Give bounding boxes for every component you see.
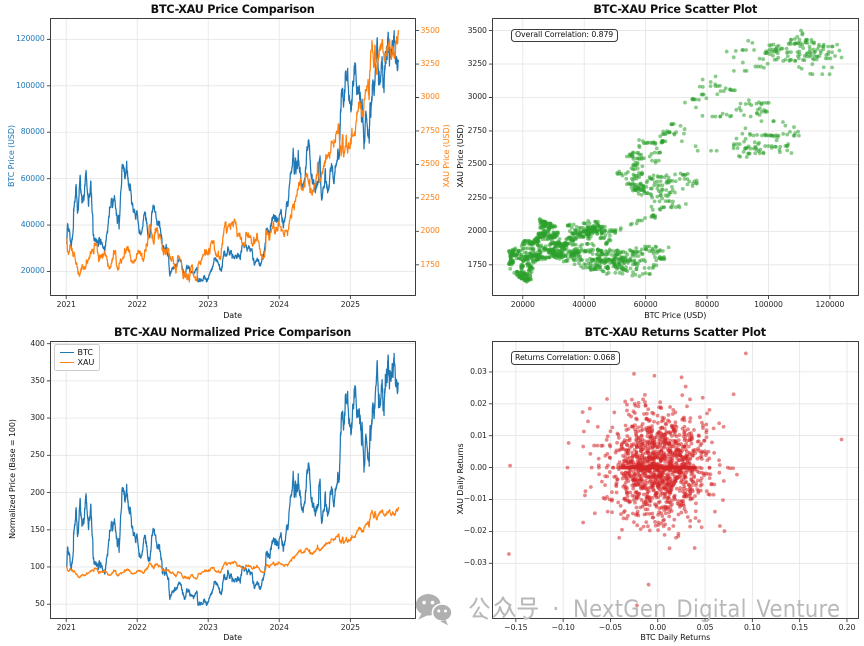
legend-label-btc: BTC	[77, 347, 94, 357]
y-tick-label: 0.00	[470, 462, 487, 472]
watermark-text: NextGen Digital Venture	[572, 595, 840, 623]
y-tick-label: 2250	[467, 193, 487, 203]
y-tick-label: 300	[30, 413, 45, 423]
y-axis-label-btc-price: BTC Price (USD)	[7, 125, 16, 188]
y-tick-label: 3250	[420, 59, 440, 69]
y-tick-label: −0.02	[463, 526, 487, 536]
y-tick-label: 50	[35, 599, 45, 609]
x-tick-label: 0.10	[743, 623, 761, 632]
y-tick-label: 0.02	[470, 398, 487, 408]
y-tick-label: −0.01	[463, 494, 487, 504]
x-axis-label-btc-price: BTC Price (USD)	[644, 310, 707, 320]
x-tick-label: 2021	[56, 623, 76, 632]
watermark-separator-dot: ·	[552, 595, 560, 623]
y-axis-label-xau-price-right: XAU Price (USD)	[441, 124, 451, 188]
correlation-annotation-price: Overall Correlation: 0.879	[510, 28, 618, 43]
wechat-logo-icon	[415, 594, 453, 626]
legend-item-btc: BTC	[59, 347, 95, 358]
x-tick-label: −0.15	[504, 623, 528, 632]
x-tick-label: 2025	[340, 623, 360, 632]
x-tick-label: 120000	[815, 299, 845, 309]
y-axis-label-xau-price: XAU Price (USD)	[455, 124, 465, 188]
y-tick-label: 3250	[467, 59, 487, 69]
x-tick-label: 100000	[754, 299, 783, 309]
x-tick-label: −0.05	[598, 623, 622, 632]
x-tick-label: 60000	[633, 299, 658, 309]
y-tick-label: 1750	[420, 259, 440, 269]
x-tick-label: 0.20	[838, 623, 856, 632]
x-tick-label: 0.00	[649, 623, 667, 632]
y-tick-label: 1750	[467, 259, 487, 269]
legend-line-xau	[59, 362, 74, 363]
x-tick-label: 40000	[572, 299, 597, 309]
x-tick-label: 20000	[510, 299, 535, 309]
y-tick-label: 2000	[467, 226, 487, 236]
legend-label-xau: XAU	[77, 357, 95, 367]
y-tick-label: 2500	[420, 159, 440, 169]
legend-line-btc	[59, 352, 74, 353]
x-tick-label: 0.15	[791, 623, 809, 632]
y-tick-label: 400	[30, 338, 45, 348]
x-tick-label: 2024	[269, 299, 289, 309]
y-tick-label: 120000	[15, 34, 45, 44]
y-tick-label: 40000	[20, 220, 45, 230]
y-tick-label: 2750	[420, 126, 440, 136]
correlation-annotation-returns: Returns Correlation: 0.068	[510, 351, 620, 365]
x-tick-label: 0.05	[696, 623, 714, 632]
x-tick-label: 80000	[695, 299, 720, 309]
x-axis-label-btc-returns: BTC Daily Returns	[640, 633, 711, 642]
cjk-text-gongzhonghao-glyphs	[469, 596, 538, 620]
y-tick-label: 0.03	[470, 367, 487, 377]
y-axis-label-normalized-price: Normalized Price (Base = 100)	[8, 419, 17, 540]
y-tick-label: 200	[30, 487, 45, 497]
x-tick-label: 2023	[198, 623, 218, 632]
x-tick-label: 2022	[127, 299, 147, 309]
x-axis-label-date-bottom: Date	[223, 633, 242, 642]
y-tick-label: 80000	[20, 127, 45, 137]
legend: BTC XAU	[53, 344, 101, 371]
x-tick-label: 2022	[127, 623, 147, 632]
y-axis-label-xau-returns: XAU Daily Returns	[455, 443, 465, 515]
y-tick-label: 100000	[15, 80, 45, 90]
x-tick-label: 2025	[340, 299, 360, 309]
x-tick-label: 2023	[198, 299, 218, 309]
x-tick-label: 2024	[269, 623, 289, 632]
x-tick-label: 2021	[56, 299, 76, 309]
y-tick-label: −0.03	[463, 558, 487, 568]
y-tick-label: 0.01	[470, 430, 487, 440]
chart-title-returns-scatter: BTC-XAU Returns Scatter Plot	[584, 326, 766, 339]
y-tick-label: 350	[30, 376, 45, 386]
watermark: · NextGen Digital Venture	[412, 589, 864, 629]
y-tick-label: 3000	[420, 92, 440, 102]
y-tick-label: 3000	[467, 92, 487, 102]
legend-item-xau: XAU	[59, 357, 95, 368]
y-tick-label: 3500	[420, 25, 440, 35]
y-tick-label: 60000	[20, 173, 45, 183]
y-tick-label: 20000	[20, 266, 45, 276]
y-tick-label: 250	[30, 450, 45, 460]
y-tick-label: 100	[30, 562, 45, 572]
y-tick-label: 2000	[420, 226, 440, 236]
y-tick-label: 150	[30, 524, 45, 534]
chart-title-price-comparison: BTC-XAU Price Comparison	[150, 2, 315, 16]
y-tick-label: 2500	[467, 159, 487, 169]
x-axis-label-date-top: Date	[223, 310, 242, 320]
chart-title-price-scatter: BTC-XAU Price Scatter Plot	[593, 2, 758, 16]
y-tick-label: 3500	[467, 25, 487, 35]
y-tick-label: 2250	[420, 193, 440, 203]
y-tick-label: 2750	[467, 126, 487, 136]
chart-title-normalized: BTC-XAU Normalized Price Comparison	[114, 326, 352, 339]
x-tick-label: −0.10	[551, 623, 575, 632]
